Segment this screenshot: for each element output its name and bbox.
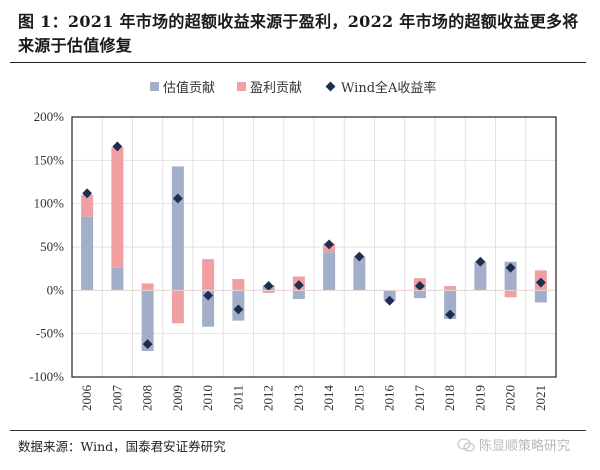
- return-diamond-icon: [324, 239, 335, 250]
- watermark-text: 陈显顺策略研究: [478, 439, 570, 454]
- return-diamond-icon: [445, 309, 456, 320]
- bar-valuation: [534, 290, 547, 303]
- x-tick-label: 2008: [140, 385, 155, 411]
- y-tick-label: 200%: [34, 109, 65, 124]
- bar-valuation: [141, 290, 154, 351]
- y-tick-label: 0%: [47, 282, 65, 297]
- return-diamond-icon: [112, 141, 123, 152]
- bar-valuation: [323, 252, 336, 291]
- watermark: 陈显顺策略研究: [457, 435, 570, 454]
- return-diamond-icon: [142, 339, 153, 350]
- bar-earnings: [111, 147, 124, 268]
- bar-valuation: [444, 290, 457, 319]
- chart-plot: -100%-50%0%50%100%150%200% 2006 2007 2008 2…: [29, 109, 557, 412]
- legend-swatch-earnings-icon: [237, 82, 247, 91]
- y-tick-label: -100%: [29, 369, 64, 384]
- data-source: 数据来源：Wind，国泰君安证券研究: [18, 439, 226, 454]
- x-tick-label: 2020: [503, 385, 518, 411]
- bar-earnings: [262, 290, 275, 293]
- return-diamond-icon: [293, 280, 304, 291]
- return-diamond-icon: [384, 295, 395, 306]
- x-tick-label: 2009: [170, 385, 185, 411]
- bar-valuation: [292, 290, 305, 299]
- return-diamond-icon: [475, 256, 486, 267]
- wechat-icon: [457, 437, 475, 452]
- bar-earnings: [232, 279, 245, 291]
- bar-earnings: [141, 283, 154, 291]
- bar-valuation: [171, 166, 184, 291]
- x-tick-label: 2006: [79, 385, 94, 412]
- footer-divider: [10, 430, 586, 431]
- x-tick-label: 2015: [351, 385, 366, 411]
- legend-item-valuation: 估值贡献: [150, 77, 215, 96]
- return-diamond-icon: [233, 304, 244, 315]
- return-diamond-icon: [354, 251, 365, 262]
- title-divider: [10, 62, 586, 63]
- bar-valuation: [202, 290, 215, 327]
- legend-item-earnings: 盈利贡献: [237, 77, 302, 96]
- bar-valuation: [353, 257, 366, 291]
- y-axis-ticks: -100% -50% 0% 50% 100% 150% 200%: [29, 109, 64, 384]
- bar-valuation: [81, 216, 94, 291]
- bar-earnings: [444, 286, 457, 291]
- x-tick-label: 2011: [230, 385, 245, 411]
- x-tick-label: 2021: [533, 385, 548, 411]
- x-tick-label: 2014: [321, 385, 336, 412]
- x-tick-label: 2007: [109, 385, 124, 412]
- x-tick-label: 2016: [382, 385, 397, 412]
- bar-earnings: [504, 290, 517, 298]
- x-tick-label: 2019: [472, 385, 487, 411]
- return-diamond-icon: [535, 277, 546, 288]
- return-markers: [82, 141, 546, 350]
- y-tick-label: 100%: [34, 196, 65, 211]
- return-diamond-icon: [203, 290, 214, 301]
- legend-label-valuation: 估值贡献: [163, 81, 216, 96]
- bar-earnings: [171, 290, 184, 324]
- legend-label-earnings: 盈利贡献: [250, 81, 303, 96]
- legend-item-return: Wind全A收益率: [324, 77, 436, 96]
- x-axis-ticks: 2006 2007 2008 2009 2010 2011 2012 2013 2014 2015…: [79, 385, 548, 412]
- return-diamond-icon: [414, 281, 425, 291]
- bar-valuation: [474, 261, 487, 291]
- bar-valuation: [383, 290, 396, 301]
- return-diamond-icon: [172, 193, 183, 204]
- x-tick-label: 2010: [200, 385, 215, 411]
- bar-valuation: [413, 290, 426, 299]
- x-tick-label: 2013: [291, 385, 306, 411]
- return-diamond-icon: [82, 188, 93, 199]
- return-diamond-icon: [263, 281, 274, 291]
- y-tick-label: 150%: [34, 152, 65, 167]
- y-tick-label: 50%: [40, 239, 64, 254]
- x-tick-label: 2017: [412, 385, 427, 412]
- x-tick-label: 2012: [261, 385, 276, 411]
- bar-earnings: [81, 195, 94, 217]
- bar-earnings: [202, 259, 215, 291]
- axes: [71, 116, 557, 378]
- bar-valuation: [111, 267, 124, 291]
- legend-label-return: Wind全A收益率: [341, 81, 437, 96]
- chart-legend: 估值贡献 盈利贡献 Wind全A收益率: [150, 77, 436, 96]
- y-tick-label: -50%: [36, 326, 64, 341]
- x-tick-label: 2018: [442, 385, 457, 411]
- legend-swatch-valuation-icon: [150, 82, 159, 91]
- return-diamond-icon: [505, 262, 516, 273]
- figure-title: 图 1：2021 年市场的超额收益来源于盈利，2022 年市场的超额收益更多将来…: [18, 12, 579, 55]
